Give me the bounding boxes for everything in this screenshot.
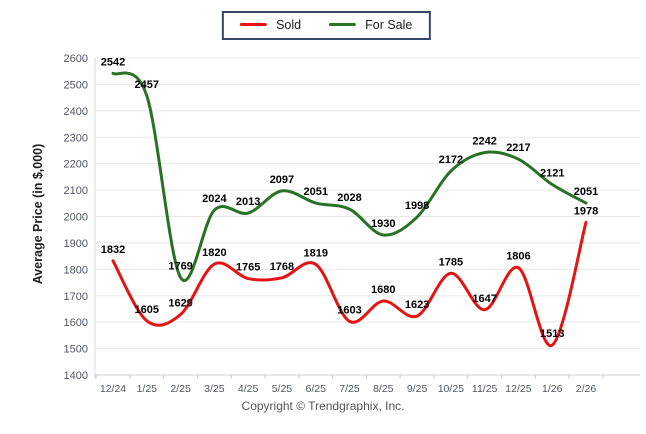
y-tick-label: 2100 <box>64 185 88 197</box>
chart-legend: Sold For Sale <box>222 11 431 40</box>
sold-data-label: 1785 <box>439 256 463 268</box>
for-sale-data-label: 2013 <box>236 196 260 208</box>
sold-data-label: 1629 <box>168 298 192 310</box>
sold-data-label: 1765 <box>236 262 260 274</box>
x-tick-label: 12/24 <box>100 383 126 395</box>
sold-data-label: 1603 <box>337 304 361 316</box>
x-tick-label: 1/25 <box>137 383 158 395</box>
x-tick-label: 2/25 <box>170 383 191 395</box>
x-tick-label: 4/25 <box>238 383 259 395</box>
y-tick-label: 1700 <box>64 291 88 303</box>
y-tick-label: 2400 <box>64 106 88 118</box>
sold-data-label: 1680 <box>371 284 395 296</box>
for-sale-data-label: 1998 <box>405 200 429 212</box>
y-tick-label: 2500 <box>64 79 88 91</box>
for-sale-data-label: 2172 <box>439 154 463 166</box>
y-tick-label: 1800 <box>64 264 88 276</box>
for-sale-line-swatch <box>329 23 357 27</box>
legend-label-sold: Sold <box>276 18 302 32</box>
sold-data-label: 1978 <box>574 205 598 217</box>
y-tick-label: 1900 <box>64 238 88 250</box>
copyright-text: Copyright © Trendgraphix, Inc. <box>241 399 405 413</box>
x-tick-label: 5/25 <box>272 383 293 395</box>
sold-line <box>111 220 588 347</box>
sold-data-label: 1513 <box>540 328 564 340</box>
for-sale-data-label: 2051 <box>303 186 327 198</box>
x-tick-label: 11/25 <box>472 383 498 395</box>
for-sale-data-label: 2024 <box>202 193 227 205</box>
for-sale-data-label: 2217 <box>506 142 530 154</box>
for-sale-data-label: 2542 <box>101 56 125 68</box>
sold-line-swatch <box>240 23 268 27</box>
for-sale-data-label: 2121 <box>540 168 564 180</box>
legend-item-for-sale: For Sale <box>329 18 412 32</box>
x-tick-label: 10/25 <box>438 383 464 395</box>
sold-data-label: 1605 <box>135 304 159 316</box>
legend-label-for-sale: For Sale <box>365 18 413 32</box>
for-sale-data-label: 2097 <box>270 174 294 186</box>
x-tick-label: 6/25 <box>305 383 326 395</box>
y-tick-label: 2300 <box>64 132 88 144</box>
x-tick-label: 9/25 <box>407 383 428 395</box>
y-tick-label: 2600 <box>64 53 88 65</box>
y-tick-label: 1500 <box>64 344 88 356</box>
legend-item-sold: Sold <box>240 18 301 32</box>
for-sale-data-label: 2242 <box>472 136 496 148</box>
for-sale-data-label: 2028 <box>337 192 361 204</box>
y-tick-label: 2000 <box>64 212 88 224</box>
sold-data-label: 1819 <box>303 247 327 259</box>
x-tick-label: 8/25 <box>373 383 394 395</box>
y-tick-label: 2200 <box>64 159 88 171</box>
y-tick-label: 1600 <box>64 317 88 329</box>
for-sale-data-label: 2457 <box>135 79 159 91</box>
x-tick-label: 7/25 <box>339 383 360 395</box>
y-axis-title: Average Price (in $,000) <box>31 143 45 285</box>
y-tick-label: 1400 <box>64 370 88 382</box>
for-sale-data-label: 1769 <box>168 261 192 273</box>
sold-data-label: 1832 <box>101 244 125 256</box>
x-tick-label: 3/25 <box>204 383 225 395</box>
x-tick-label: 2/26 <box>576 383 597 395</box>
sold-data-label: 1806 <box>506 251 530 263</box>
for-sale-data-label: 2051 <box>574 186 598 198</box>
sold-data-label: 1623 <box>405 299 429 311</box>
x-tick-label: 12/25 <box>505 383 531 395</box>
for-sale-data-label: 1930 <box>371 218 395 230</box>
for-sale-line <box>111 71 588 282</box>
sold-data-label: 1820 <box>202 247 226 259</box>
x-tick-label: 1/26 <box>542 383 563 395</box>
sold-data-label: 1768 <box>270 261 294 273</box>
sold-data-label: 1647 <box>472 293 496 305</box>
